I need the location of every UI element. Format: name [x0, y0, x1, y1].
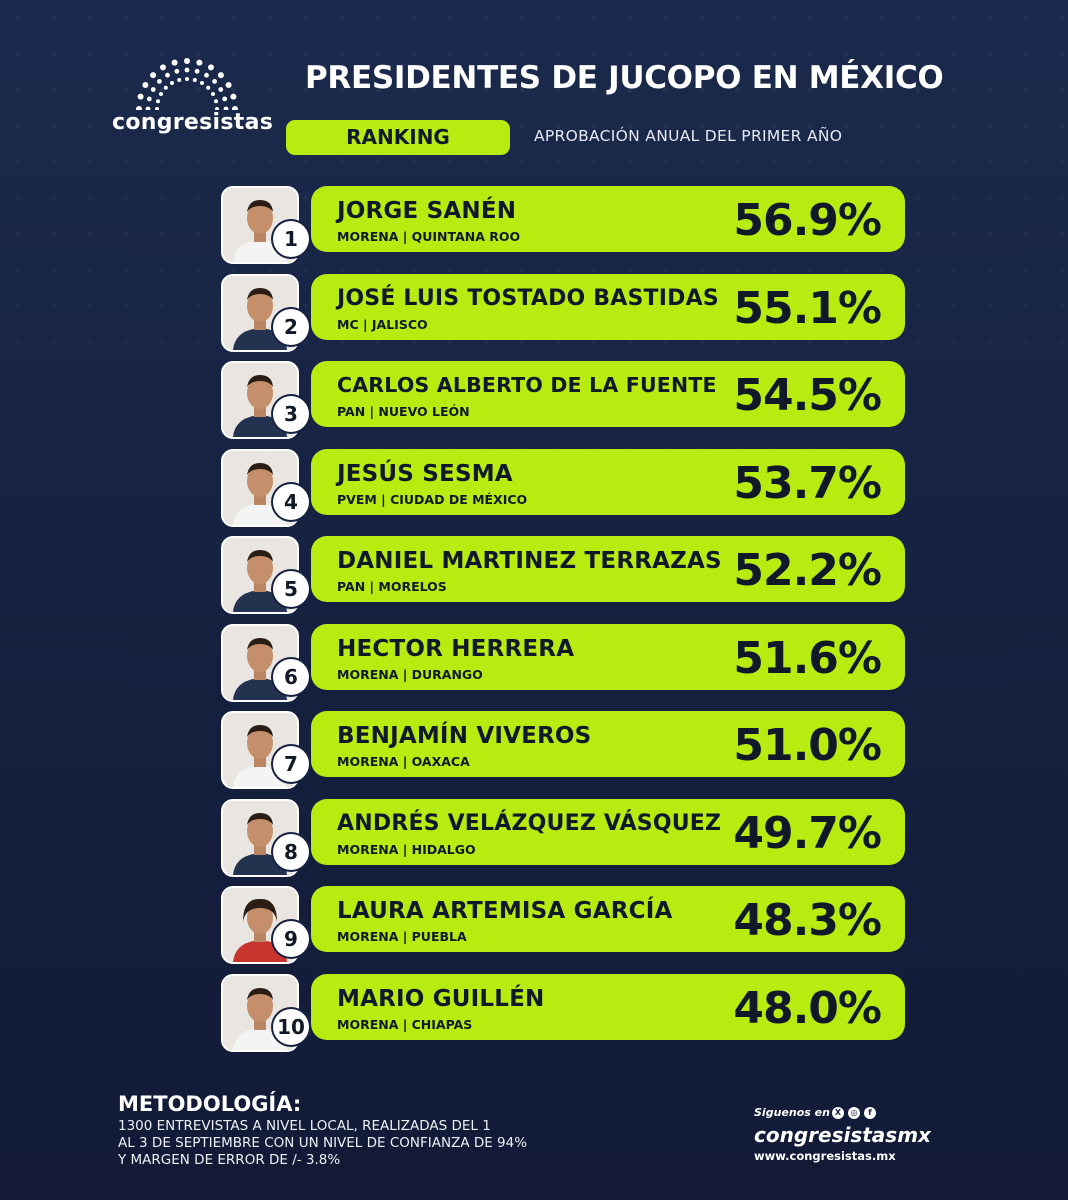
approval-percent: 53.7% [733, 457, 882, 509]
portrait-icon [233, 987, 287, 1050]
facebook-icon[interactable]: f [864, 1107, 876, 1119]
approval-percent: 51.6% [733, 632, 882, 684]
ranking-row: JORGE SANÉN MORENA | QUINTANA ROO 56.9% 1 [221, 186, 911, 264]
ranking-bar: JESÚS SESMA PVEM | CIUDAD DE MÉXICO 53.7% [311, 448, 905, 515]
ranking-row: HECTOR HERRERA MORENA | DURANGO 51.6% 6 [221, 623, 911, 702]
party-state: PAN | MORELOS [337, 579, 447, 594]
ranking-row: MARIO GUILLÉN MORENA | CHIAPAS 48.0% 10 [221, 973, 911, 1052]
portrait-icon [233, 375, 287, 437]
ranking-row: ANDRÉS VELÁZQUEZ VÁSQUEZ MORENA | HIDALGO… [221, 798, 911, 877]
methodology-title: METODOLOGÍA: [118, 1092, 302, 1116]
party-state: MORENA | DURANGO [337, 666, 483, 682]
ranking-row: BENJAMÍN VIVEROS MORENA | OAXACA 51.0% 7 [221, 711, 911, 789]
approval-percent: 49.7% [733, 807, 882, 859]
follow-label: Siguenos en [754, 1106, 830, 1119]
rank-badge: 6 [273, 658, 309, 695]
rank-badge: 3 [273, 396, 309, 432]
arc-dots-icon [136, 58, 238, 110]
ranking-row: CARLOS ALBERTO DE LA FUENTE PAN | NUEVO L… [221, 361, 911, 439]
rank-badge: 4 [273, 483, 309, 520]
politician-name: DANIEL MARTINEZ TERRAZAS [337, 548, 722, 574]
ranking-bar: CARLOS ALBERTO DE LA FUENTE PAN | NUEVO L… [311, 361, 905, 427]
party-state: MORENA | PUEBLA [337, 929, 467, 944]
rank-badge: 2 [273, 308, 309, 345]
approval-percent: 48.0% [733, 982, 882, 1034]
rank-badge: 1 [273, 221, 309, 257]
ranking-bar: BENJAMÍN VIVEROS MORENA | OAXACA 51.0% [311, 711, 905, 777]
party-state: MORENA | CHIAPAS [337, 1016, 473, 1032]
portrait-icon [233, 812, 287, 875]
politician-name: JESÚS SESMA [337, 460, 513, 487]
approval-percent: 51.0% [733, 720, 882, 771]
ranking-row: LAURA ARTEMISA GARCÍA MORENA | PUEBLA 48.3… [221, 886, 911, 964]
rank-badge: 5 [273, 571, 309, 607]
party-state: MORENA | QUINTANA ROO [337, 229, 521, 244]
portrait-icon [233, 637, 287, 700]
subtitle: APROBACIÓN ANUAL DEL PRIMER AÑO [534, 127, 843, 145]
ranking-row: DANIEL MARTINEZ TERRAZAS PAN | MORELOS 52.… [221, 536, 911, 614]
politician-name: CARLOS ALBERTO DE LA FUENTE [337, 373, 717, 397]
instagram-icon[interactable]: ◎ [848, 1107, 860, 1119]
methodology-line: 1300 ENTREVISTAS A NIVEL LOCAL, REALIZAD… [118, 1118, 491, 1134]
politician-name: HECTOR HERRERA [337, 635, 575, 662]
approval-percent: 55.1% [733, 282, 882, 334]
methodology-line: AL 3 DE SEPTIEMBRE CON UN NIVEL DE CONFI… [118, 1135, 528, 1151]
ranking-bar: JORGE SANÉN MORENA | QUINTANA ROO 56.9% [311, 186, 905, 252]
rank-badge: 10 [273, 1008, 309, 1045]
ranking-row: JOSÉ LUIS TOSTADO BASTIDAS MC | JALISCO 55… [221, 273, 911, 352]
party-state: MORENA | HIDALGO [337, 841, 476, 857]
politician-name: MARIO GUILLÉN [337, 985, 545, 1012]
party-state: PAN | NUEVO LEÓN [337, 404, 470, 419]
party-state: PVEM | CIUDAD DE MÉXICO [337, 491, 528, 507]
ranking-bar: MARIO GUILLÉN MORENA | CHIAPAS 48.0% [311, 973, 905, 1040]
politician-name: ANDRÉS VELÁZQUEZ VÁSQUEZ [337, 810, 722, 836]
page-title: PRESIDENTES DE JUCOPO EN MÉXICO [305, 60, 944, 96]
rank-badge: 9 [273, 921, 309, 957]
x-icon[interactable]: X [832, 1107, 844, 1119]
ranking-row: JESÚS SESMA PVEM | CIUDAD DE MÉXICO 53.7% 4 [221, 448, 911, 527]
party-state: MC | JALISCO [337, 316, 428, 332]
ranking-bar: HECTOR HERRERA MORENA | DURANGO 51.6% [311, 623, 905, 690]
ranking-bar: ANDRÉS VELÁZQUEZ VÁSQUEZ MORENA | HIDALGO… [311, 798, 905, 865]
logo-text: congresistas [112, 110, 274, 135]
congresistas-logo: congresistas [112, 58, 274, 142]
ranking-label: RANKING [286, 120, 510, 155]
ranking-bar: JOSÉ LUIS TOSTADO BASTIDAS MC | JALISCO 55… [311, 273, 905, 340]
politician-name: BENJAMÍN VIVEROS [337, 723, 592, 749]
politician-name: JOSÉ LUIS TOSTADO BASTIDAS [337, 285, 719, 311]
rank-badge: 7 [273, 746, 309, 782]
portrait-icon [233, 550, 287, 612]
approval-percent: 48.3% [733, 895, 882, 946]
politician-name: LAURA ARTEMISA GARCÍA [337, 898, 673, 924]
approval-percent: 56.9% [733, 195, 882, 246]
ranking-bar: DANIEL MARTINEZ TERRAZAS PAN | MORELOS 52.… [311, 536, 905, 602]
ranking-bar: LAURA ARTEMISA GARCÍA MORENA | PUEBLA 48.3… [311, 886, 905, 952]
approval-percent: 54.5% [733, 370, 882, 421]
politician-name: JORGE SANÉN [337, 198, 517, 224]
party-state: MORENA | OAXACA [337, 754, 470, 769]
approval-percent: 52.2% [733, 545, 882, 596]
website-link[interactable]: www.congresistas.mx [754, 1149, 896, 1163]
social-handle[interactable]: congresistasmx [754, 1123, 931, 1147]
rank-badge: 8 [273, 833, 309, 870]
methodology-line: Y MARGEN DE ERROR DE /- 3.8% [118, 1152, 341, 1168]
